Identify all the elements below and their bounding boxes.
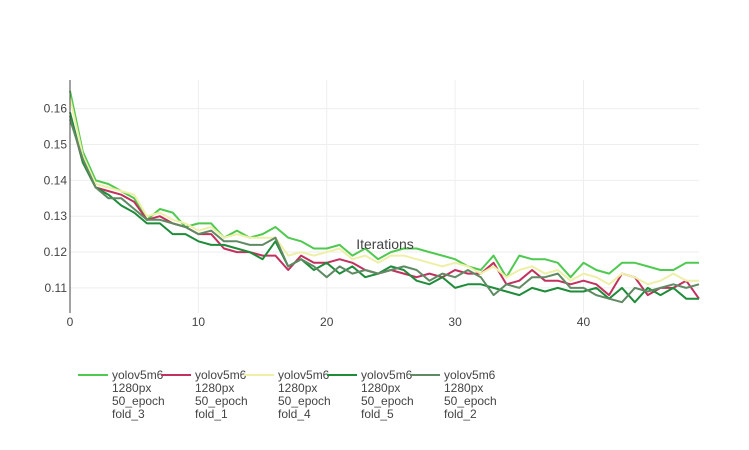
y-tick-label: 0.13: [44, 209, 68, 223]
legend-label-line: 1280px: [112, 381, 151, 395]
tick-labels: 0.11 0.12 0.13 0.14 0.15 0.16 0 10 20 30 40: [44, 102, 591, 329]
legend-label-line: yolov5m6: [361, 368, 413, 382]
legend-label-line: yolov5m6: [195, 368, 247, 382]
legend-label-line: 50_epoch: [278, 394, 331, 408]
legend-label-line: yolov5m6: [444, 368, 496, 382]
legend-label-line: 50_epoch: [112, 394, 165, 408]
legend-label-line: fold_3: [112, 407, 145, 421]
y-tick-label: 0.15: [44, 138, 68, 152]
legend-label-line: 50_epoch: [195, 394, 248, 408]
legend-label-line: 1280px: [278, 381, 317, 395]
legend-label-line: 1280px: [361, 381, 400, 395]
y-tick-label: 0.12: [44, 245, 68, 259]
legend-label-line: 50_epoch: [444, 394, 497, 408]
legend: yolov5m61280px50_epochfold_3yolov5m61280…: [78, 368, 497, 421]
series-lines: [69, 90, 700, 304]
x-tick-label: 10: [192, 315, 206, 329]
grid-lines: [70, 80, 699, 313]
y-tick-label: 0.14: [44, 173, 68, 187]
legend-label-line: fold_5: [361, 407, 394, 421]
series-line-fold-2: [69, 119, 700, 304]
legend-label-line: 1280px: [444, 381, 483, 395]
legend-label-line: 1280px: [195, 381, 234, 395]
series-line-fold-4: [69, 97, 699, 286]
legend-label-line: yolov5m6: [278, 368, 330, 382]
y-tick-label: 0.16: [44, 102, 68, 116]
x-tick-label: 0: [67, 315, 74, 329]
series-line-fold-5: [69, 112, 699, 304]
y-tick-label: 0.11: [45, 281, 68, 295]
x-tick-label: 40: [577, 315, 591, 329]
x-tick-label: 20: [320, 315, 334, 329]
legend-label-line: fold_4: [278, 407, 311, 421]
legend-label-line: yolov5m6: [112, 368, 164, 382]
x-tick-label: 30: [448, 315, 462, 329]
x-axis-title: Iterations: [356, 236, 414, 252]
legend-label-line: fold_1: [195, 407, 228, 421]
series-line-fold-3: [69, 90, 699, 279]
legend-label-line: 50_epoch: [361, 394, 414, 408]
legend-label-line: fold_2: [444, 407, 477, 421]
